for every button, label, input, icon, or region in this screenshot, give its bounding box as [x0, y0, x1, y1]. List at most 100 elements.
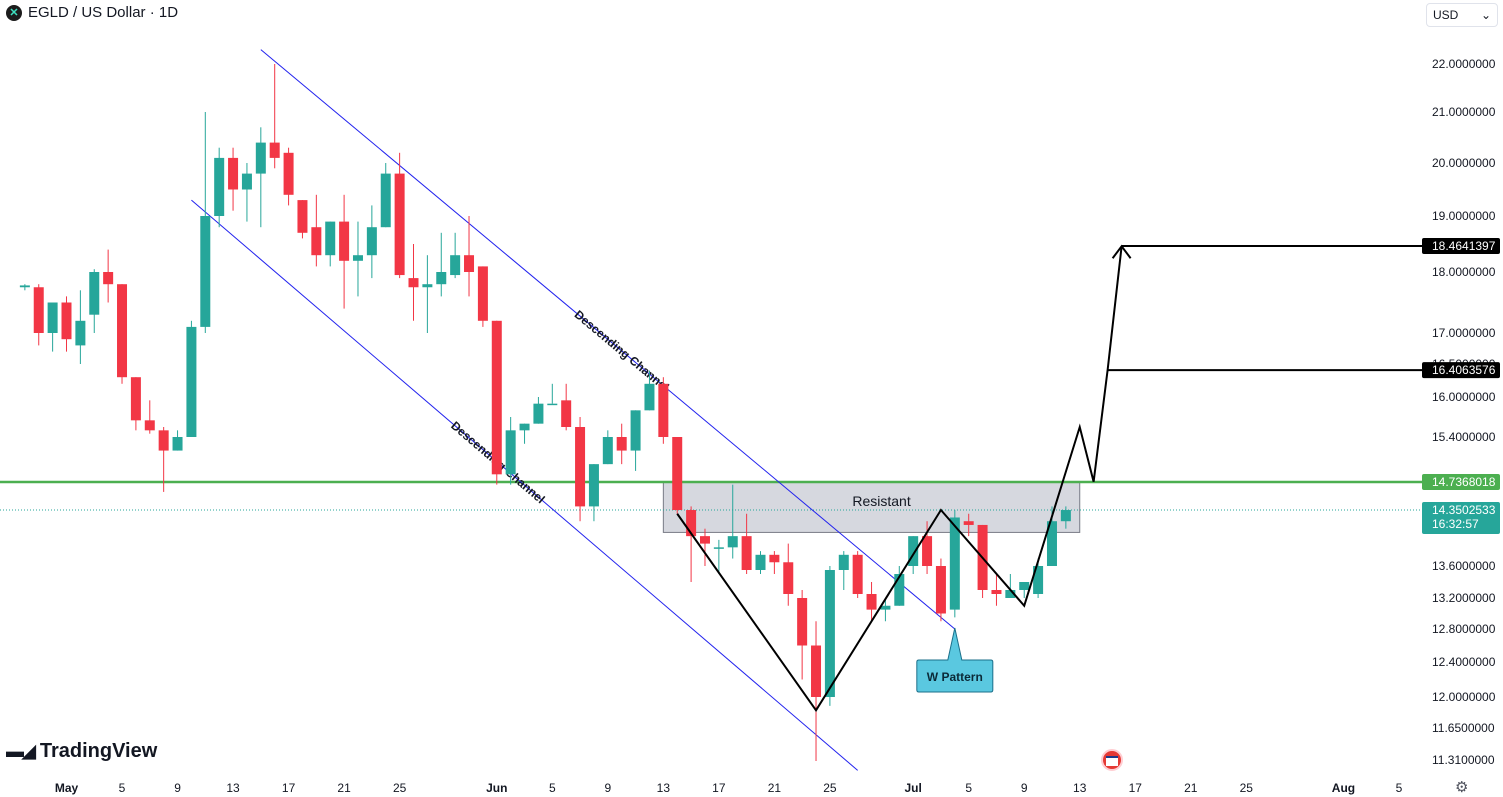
target-price-label-bg	[1422, 238, 1500, 255]
time-tick-label: 5	[119, 781, 126, 795]
time-tick-label: 9	[174, 781, 181, 795]
candle-body	[200, 216, 211, 327]
price-tick-label: 13.6000000	[1432, 559, 1496, 573]
candle-body	[19, 285, 30, 288]
resistance-label: Resistant	[852, 493, 910, 509]
candle-body	[699, 536, 710, 544]
time-tick-label: 21	[768, 781, 782, 795]
candle-body	[1005, 590, 1016, 598]
candle-body	[630, 410, 641, 451]
w-pattern-label: W Pattern	[927, 670, 983, 684]
candle-body	[658, 383, 669, 437]
candle-body	[75, 320, 86, 346]
w-pattern-path	[676, 246, 1123, 713]
time-tick-label: 5	[1396, 781, 1403, 795]
time-tick-label: Aug	[1332, 781, 1355, 795]
current-price-label: 14.3502533	[1432, 503, 1496, 517]
chart-title[interactable]: EGLD / US Dollar · 1D	[28, 4, 179, 21]
logo-text: TradingView	[39, 740, 158, 762]
candle-body	[838, 554, 849, 570]
gear-icon[interactable]: ⚙	[1455, 779, 1469, 796]
time-tick-label: 25	[393, 781, 407, 795]
candle-body	[880, 605, 891, 610]
tradingview-logo: ▬◢ TradingView	[6, 740, 157, 763]
candle-body	[408, 278, 419, 288]
candle-body	[61, 302, 72, 340]
candle-body	[436, 272, 447, 285]
w-pattern-callout	[916, 627, 994, 693]
time-tick-label: Jul	[905, 781, 922, 795]
candle-body	[130, 377, 141, 421]
price-tick-label: 15.4000000	[1432, 430, 1496, 444]
candle-body	[588, 464, 599, 507]
current-price-badge	[1422, 502, 1500, 534]
candle-body	[852, 554, 863, 594]
candle-body	[228, 157, 239, 190]
support-price-label: 14.7368018	[1432, 475, 1496, 489]
price-tick-label: 11.3100000	[1432, 753, 1495, 767]
price-tick-label: 11.6500000	[1432, 721, 1495, 735]
support-price-label-bg	[1422, 474, 1500, 490]
candle-body	[380, 173, 391, 228]
chevron-down-icon: ⌄	[1480, 8, 1491, 22]
candle-body	[339, 221, 350, 261]
candle-body	[755, 554, 766, 570]
candle-body	[297, 200, 308, 233]
time-tick-label: 13	[226, 781, 240, 795]
price-tick-label: 13.2000000	[1432, 591, 1496, 605]
time-tick-label: 9	[604, 781, 611, 795]
candle-body	[464, 255, 475, 272]
us-flag-icon[interactable]	[1101, 749, 1123, 771]
candle-body	[519, 423, 530, 431]
candle-body	[366, 227, 377, 256]
price-tick-label: 20.0000000	[1432, 156, 1496, 170]
candle-body	[824, 570, 835, 697]
candle-body	[477, 266, 488, 321]
candle-body	[214, 157, 225, 216]
candle-body	[158, 430, 169, 451]
candle-body	[963, 521, 974, 525]
time-tick-label: 25	[1240, 781, 1254, 795]
candle-body	[686, 510, 697, 537]
chart-header: ✕ EGLD / US Dollar · 1D	[6, 4, 178, 21]
candle-body	[991, 590, 1002, 594]
time-tick-label: 5	[965, 781, 972, 795]
candle-body	[922, 536, 933, 566]
candle-body	[117, 284, 128, 378]
target-price-label-bg	[1422, 362, 1500, 379]
candle-body	[255, 142, 266, 174]
tradingview-logo-icon: ▬◢	[6, 741, 36, 761]
candle-body	[311, 227, 322, 256]
candle-body	[741, 536, 752, 570]
candle-body	[1046, 521, 1057, 566]
candle-body	[103, 272, 114, 285]
price-tick-label: 18.0000000	[1432, 265, 1496, 279]
currency-select[interactable]: USD ⌄	[1426, 3, 1498, 27]
channel-upper-label: Descending Channel	[572, 307, 672, 394]
candle-body	[644, 383, 655, 411]
time-tick-label: Jun	[486, 781, 507, 795]
candle-body	[269, 142, 280, 158]
currency-value: USD	[1433, 8, 1459, 22]
candle-body	[352, 255, 363, 261]
channel-lower-line	[191, 199, 858, 771]
candle-body	[866, 594, 877, 610]
time-tick-label: 17	[1129, 781, 1143, 795]
price-tick-label: 21.0000000	[1432, 105, 1496, 119]
time-tick-label: 17	[282, 781, 296, 795]
candle-body	[561, 400, 572, 427]
candle-body	[575, 427, 586, 507]
candle-body	[1019, 582, 1030, 590]
candle-body	[505, 430, 516, 475]
candle-body	[491, 320, 502, 475]
candle-body	[908, 536, 919, 566]
candle-body	[727, 536, 738, 548]
time-tick-label: 9	[1021, 781, 1028, 795]
candle-body	[894, 574, 905, 606]
time-tick-label: 5	[549, 781, 556, 795]
candle-body	[450, 255, 461, 276]
candle-body	[1060, 510, 1071, 522]
candle-body	[783, 562, 794, 594]
candle-body	[616, 437, 627, 451]
